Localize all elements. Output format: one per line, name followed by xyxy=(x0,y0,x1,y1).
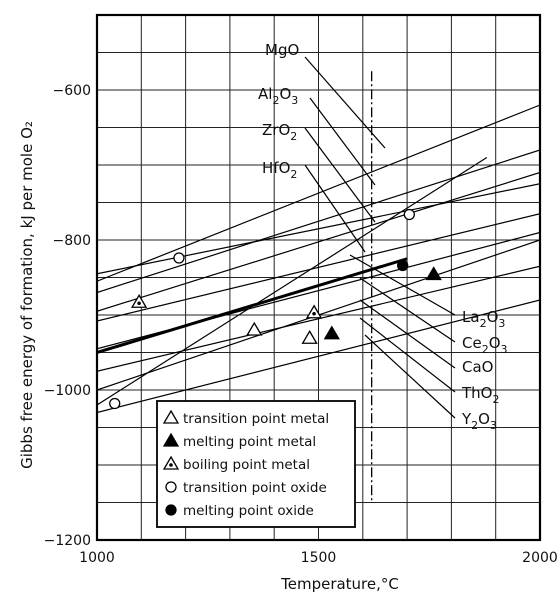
melting-point-metal-marker xyxy=(162,432,180,447)
series-line xyxy=(97,231,540,350)
plot-frame xyxy=(95,13,542,542)
transition-point-oxide-marker xyxy=(173,252,185,264)
label-leader-line xyxy=(349,254,456,316)
y-tick-label: −800 xyxy=(53,233,91,249)
series-line xyxy=(97,104,540,282)
oxide-label: CaO xyxy=(462,358,493,376)
transition-point-metal-marker xyxy=(301,329,318,344)
melting-point-oxide-marker xyxy=(165,504,177,516)
oxide-label: ZrO2 xyxy=(262,121,297,143)
melting-point-metal-marker xyxy=(425,266,442,281)
y-tick-label: −1000 xyxy=(44,383,91,399)
oxide-label: Y2O3 xyxy=(461,410,497,432)
transition-point-oxide-marker xyxy=(109,397,121,410)
series-line xyxy=(97,257,408,354)
x-tick-label: 2000 xyxy=(522,550,558,566)
legend: transition point metal melting point meta… xyxy=(156,400,356,528)
transition-point-oxide-marker xyxy=(403,208,415,221)
series-line xyxy=(97,299,540,414)
x-tick-label: 1000 xyxy=(79,550,115,566)
series-line xyxy=(97,171,540,312)
series-line xyxy=(97,149,540,294)
legend-label: boiling point metal xyxy=(183,457,310,473)
series-line xyxy=(97,156,488,406)
label-leader-line xyxy=(309,97,376,186)
label-leader-line xyxy=(364,334,456,419)
y-axis-title: Gibbs free energy of formation, kJ per m… xyxy=(18,121,36,469)
legend-label: melting point metal xyxy=(183,434,316,450)
label-leader-line xyxy=(359,277,456,343)
label-leader-line xyxy=(304,164,366,253)
boiling-point-metal-marker xyxy=(162,455,180,470)
oxide-label: La2O3 xyxy=(462,308,505,330)
transition-point-metal-marker xyxy=(246,321,263,336)
label-leader-line xyxy=(359,299,456,369)
melting-point-metal-marker xyxy=(323,325,340,340)
boiling-point-metal-marker xyxy=(130,293,148,308)
transition-point-metal-marker xyxy=(162,409,180,424)
oxide-label: HfO2 xyxy=(262,159,297,181)
label-leader-line xyxy=(304,56,386,149)
legend-box xyxy=(156,400,356,528)
legend-label: transition point metal xyxy=(183,411,329,427)
y-tick-label: −1200 xyxy=(44,533,91,549)
boiling-point-metal-marker xyxy=(305,304,323,319)
transition-point-oxide-marker xyxy=(165,481,177,493)
label-leader-line xyxy=(359,317,456,393)
series-line xyxy=(97,213,540,322)
oxide-label: ThO2 xyxy=(461,384,499,406)
oxide-label: MgO xyxy=(265,41,299,59)
melting-point-oxide-marker xyxy=(397,259,409,272)
series-line xyxy=(97,265,540,372)
legend-label: transition point oxide xyxy=(183,480,327,496)
series-line xyxy=(97,183,540,275)
x-axis-title: Temperature,°C xyxy=(280,575,399,593)
oxide-label: Ce2O3 xyxy=(462,334,508,356)
oxide-label: Al2O3 xyxy=(258,85,298,107)
x-tick-label: 1500 xyxy=(301,550,337,566)
y-tick-label: −600 xyxy=(53,83,91,99)
legend-label: melting point oxide xyxy=(183,503,314,519)
label-leader-line xyxy=(304,127,376,223)
